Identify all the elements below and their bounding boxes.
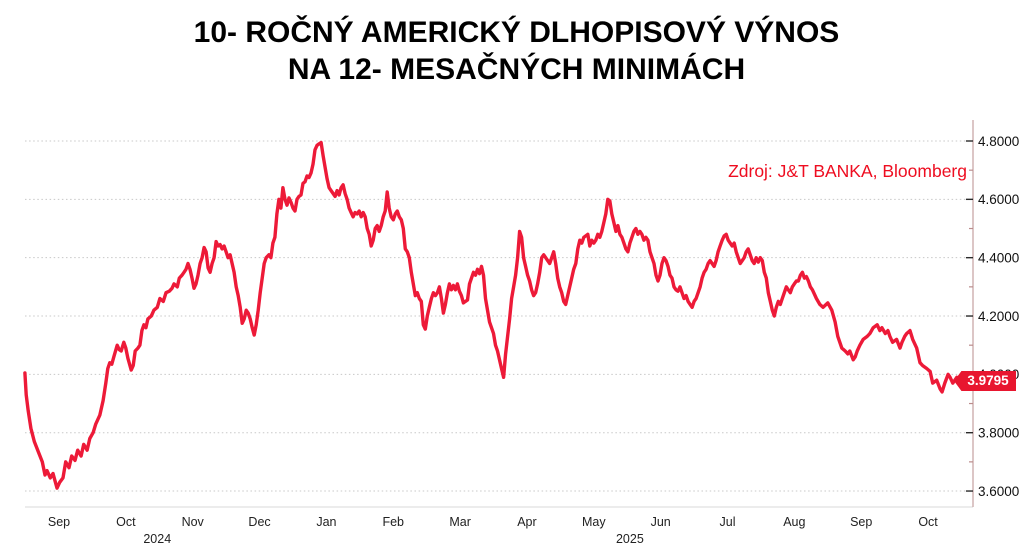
y-tick-label: 4.8000 (978, 134, 1019, 149)
y-axis-labels: 4.80004.60004.40004.20004.00003.80003.60… (978, 134, 1019, 499)
x-tick-label: Jan (316, 515, 336, 529)
x-tick-label: Jun (651, 515, 671, 529)
year-label: 2025 (616, 532, 644, 546)
chart-title-line1: 10- ROČNÝ AMERICKÝ DLHOPISOVÝ VÝNOS (193, 16, 840, 49)
y-tick-label: 4.6000 (978, 192, 1019, 207)
yield-polyline (23, 140, 963, 490)
x-tick-label: Feb (382, 515, 404, 529)
x-tick-label: Aug (783, 515, 805, 529)
y-tick-label: 4.2000 (978, 309, 1019, 324)
x-axis-month-labels: Sep Oct Nov Dec Jan Feb Mar Apr May Jun Jul Aug Sep O… (48, 515, 938, 529)
y-tick-label: 3.8000 (978, 426, 1019, 441)
x-tick-label: Oct (918, 515, 938, 529)
x-tick-label: Apr (517, 515, 536, 529)
x-tick-label: May (582, 515, 606, 529)
x-tick-label: Sep (48, 515, 70, 529)
last-price-badge: 3.9795 (954, 371, 1016, 391)
x-axis-year-labels: 2024 2025 (143, 532, 643, 546)
x-tick-label: Oct (116, 515, 136, 529)
yield-series-line (23, 140, 963, 490)
source-attribution: Zdroj: J&T BANKA, Bloomberg (728, 161, 967, 181)
x-tick-label: Sep (850, 515, 872, 529)
right-y-axis (966, 120, 974, 507)
chart-title-line2: NA 12- MESAČNÝCH MINIMÁCH (287, 53, 746, 86)
chart-title: 10- ROČNÝ AMERICKÝ DLHOPISOVÝ VÝNOS NA 1… (0, 14, 1033, 88)
y-tick-label: 4.4000 (978, 250, 1019, 265)
x-tick-label: Jul (720, 515, 736, 529)
gridlines (25, 140, 973, 508)
y-tick-label: 3.6000 (978, 484, 1019, 499)
x-tick-label: Nov (182, 515, 205, 529)
year-label: 2024 (143, 532, 171, 546)
x-tick-label: Dec (248, 515, 270, 529)
x-tick-label: Mar (449, 515, 471, 529)
